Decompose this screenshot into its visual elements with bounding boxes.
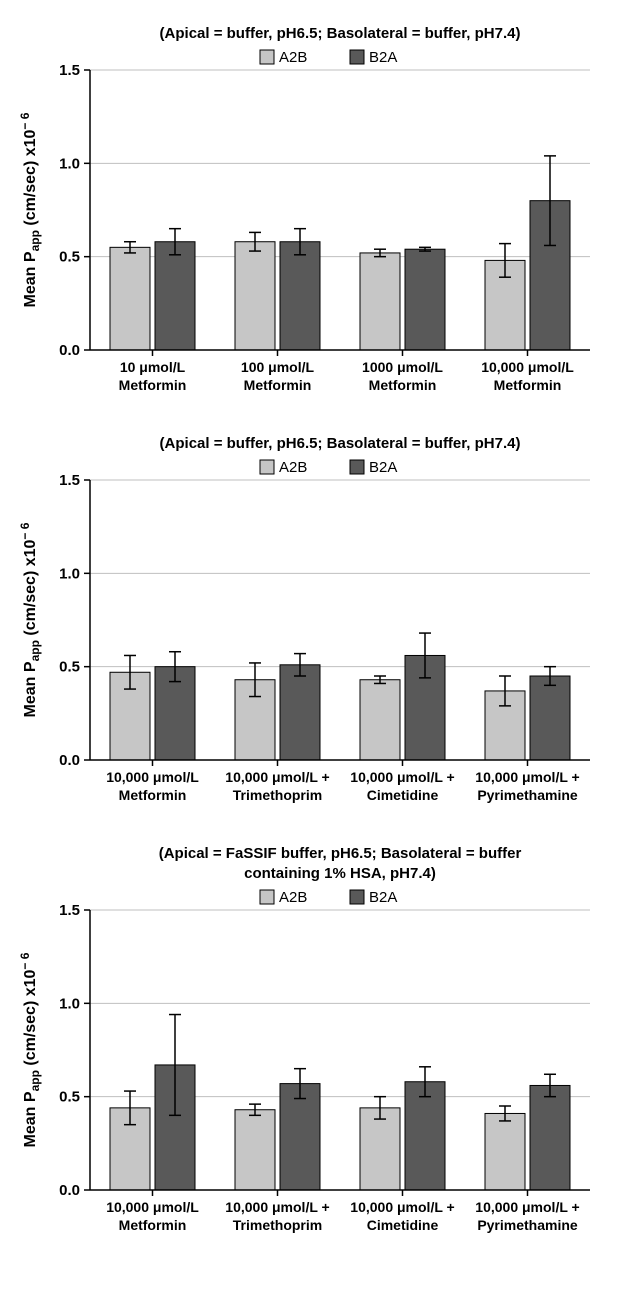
y-tick-label: 1.0 [59, 565, 80, 582]
y-tick-label: 0.5 [59, 249, 80, 266]
category-label: 10,000 μmol/L + [225, 1199, 329, 1215]
chart-panel-2: (Apical = FaSSIF buffer, pH6.5; Basolate… [10, 840, 617, 1240]
y-tick-label: 1.5 [59, 472, 80, 489]
legend-swatch-a2b [260, 50, 274, 64]
category-label: Metformin [494, 377, 562, 393]
y-axis-label: Mean Papp (cm/sec) x10− 6 [18, 112, 42, 307]
legend-label-a2b: A2B [279, 459, 307, 476]
legend-swatch-b2a [350, 50, 364, 64]
bar-b2a [280, 242, 320, 350]
y-tick-label: 1.5 [59, 62, 80, 79]
category-label: Cimetidine [367, 787, 439, 803]
y-tick-label: 0.5 [59, 659, 80, 676]
chart-title: (Apical = buffer, pH6.5; Basolateral = b… [160, 25, 521, 42]
category-label: Metformin [119, 377, 187, 393]
legend-label-a2b: A2B [279, 889, 307, 906]
category-label: 10,000 μmol/L + [225, 769, 329, 785]
chart-panel-1: (Apical = buffer, pH6.5; Basolateral = b… [10, 430, 617, 810]
bar-b2a [155, 242, 195, 350]
bar-a2b [235, 1110, 275, 1190]
bar-a2b [485, 1113, 525, 1190]
chart-title: (Apical = buffer, pH6.5; Basolateral = b… [160, 435, 521, 452]
legend-swatch-a2b [260, 460, 274, 474]
category-label: 10,000 μmol/L + [475, 1199, 579, 1215]
y-tick-label: 0.0 [59, 342, 80, 359]
category-label: Metformin [369, 377, 437, 393]
bar-a2b [110, 247, 150, 350]
category-label: Trimethoprim [233, 787, 322, 803]
category-label: Metformin [119, 1217, 187, 1233]
bar-a2b [360, 680, 400, 760]
category-label: 10 μmol/L [120, 359, 186, 375]
chart-title: containing 1% HSA, pH7.4) [244, 865, 436, 882]
category-label: Metformin [119, 787, 187, 803]
category-label: 10,000 μmol/L + [350, 769, 454, 785]
y-axis-label: Mean Papp (cm/sec) x10− 6 [18, 522, 42, 717]
chart-panel-0: (Apical = buffer, pH6.5; Basolateral = b… [10, 20, 617, 400]
category-label: 100 μmol/L [241, 359, 315, 375]
bar-b2a [280, 1084, 320, 1190]
bar-b2a [530, 676, 570, 760]
category-label: Trimethoprim [233, 1217, 322, 1233]
category-label: 10,000 μmol/L [106, 769, 199, 785]
bar-a2b [360, 1108, 400, 1190]
category-label: Metformin [244, 377, 312, 393]
category-label: 1000 μmol/L [362, 359, 443, 375]
bar-b2a [405, 1082, 445, 1190]
y-tick-label: 1.5 [59, 902, 80, 919]
bar-b2a [405, 249, 445, 350]
legend-label-b2a: B2A [369, 459, 397, 476]
y-axis-label: Mean Papp (cm/sec) x10− 6 [18, 952, 42, 1147]
legend-label-a2b: A2B [279, 49, 307, 66]
legend-label-b2a: B2A [369, 889, 397, 906]
legend-swatch-b2a [350, 890, 364, 904]
category-label: Cimetidine [367, 1217, 439, 1233]
y-tick-label: 0.0 [59, 1182, 80, 1199]
bar-b2a [280, 665, 320, 760]
y-tick-label: 1.0 [59, 155, 80, 172]
y-tick-label: 1.0 [59, 995, 80, 1012]
legend-swatch-a2b [260, 890, 274, 904]
bar-a2b [235, 242, 275, 350]
category-label: Pyrimethamine [477, 1217, 578, 1233]
category-label: 10,000 μmol/L [106, 1199, 199, 1215]
legend-swatch-b2a [350, 460, 364, 474]
legend-label-b2a: B2A [369, 49, 397, 66]
bar-a2b [360, 253, 400, 350]
category-label: Pyrimethamine [477, 787, 578, 803]
y-tick-label: 0.5 [59, 1089, 80, 1106]
bar-b2a [530, 1085, 570, 1190]
category-label: 10,000 μmol/L + [475, 769, 579, 785]
y-tick-label: 0.0 [59, 752, 80, 769]
category-label: 10,000 μmol/L + [350, 1199, 454, 1215]
chart-title: (Apical = FaSSIF buffer, pH6.5; Basolate… [159, 845, 522, 862]
category-label: 10,000 μmol/L [481, 359, 574, 375]
